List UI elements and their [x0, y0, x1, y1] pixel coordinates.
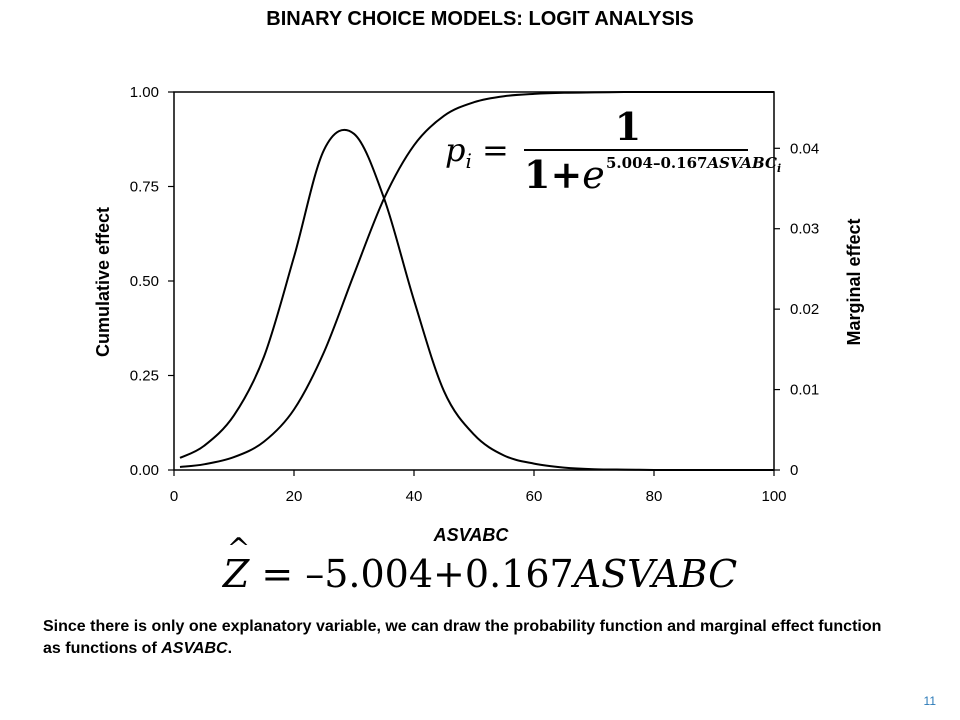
y-right-tick-label: 0	[790, 462, 798, 479]
model-eq-var: ASVABC	[573, 552, 738, 596]
marginal-effect-line	[179, 128, 774, 472]
svg-text:5.004–0.167ASVABCi: 5.004–0.167ASVABCi	[606, 154, 781, 175]
x-tick-label: 100	[761, 488, 786, 505]
eq-equals: =	[482, 131, 509, 169]
eq-numerator: 1	[615, 104, 641, 149]
svg-text:pi: pi	[445, 131, 472, 173]
eq-exponent-sub: i	[777, 162, 781, 175]
eq-den-prefix: 1+	[524, 152, 582, 197]
x-tick-label: 20	[286, 488, 303, 505]
y-right-tick-label: 0.04	[790, 140, 819, 157]
svg-text:1+e: 1+e	[524, 152, 605, 197]
caption-variable: ASVABC	[161, 640, 228, 657]
model-eq-intercept: –5.004	[305, 552, 434, 596]
page-number: 11	[923, 694, 936, 708]
y-left-tick-label: 0.00	[130, 462, 159, 479]
y-right-tick-label: 0.02	[790, 301, 819, 318]
x-tick-label: 0	[170, 488, 178, 505]
model-eq-lhs: Z	[223, 532, 251, 596]
model-eq-coef: 0.167	[464, 552, 574, 596]
y-left-tick-label: 0.50	[130, 273, 159, 290]
model-eq-equals: =	[261, 552, 294, 596]
eq-exponent: 5.004–0.167	[606, 154, 707, 172]
caption: Since there is only one explanatory vari…	[43, 616, 903, 660]
y-right-tick-label: 0.01	[790, 382, 819, 399]
x-axis-label: ASVABC	[433, 525, 510, 545]
cumulative-effect-line	[179, 90, 774, 468]
eq-p: p	[445, 131, 465, 169]
y-right-tick-label: 0.03	[790, 221, 819, 238]
x-tick-label: 60	[526, 488, 543, 505]
plot-area	[173, 91, 775, 471]
model-eq-plus: +	[433, 552, 465, 596]
y-left-tick-label: 1.00	[130, 84, 159, 101]
eq-p-sub: i	[465, 149, 471, 173]
slide-title: BINARY CHOICE MODELS: LOGIT ANALYSIS	[266, 8, 694, 30]
y-axis-left-label: Cumulative effect	[93, 207, 113, 357]
y-left-tick-label: 0.75	[130, 179, 159, 196]
x-tick-label: 80	[646, 488, 663, 505]
caption-text: Since there is only one explanatory vari…	[43, 618, 882, 657]
x-tick-label: 40	[406, 488, 423, 505]
y-axis-right-label: Marginal effect	[844, 218, 864, 345]
eq-exponent-var: ASVABC	[705, 154, 777, 172]
eq-base: e	[582, 153, 605, 197]
caption-end: .	[227, 640, 233, 657]
y-left-tick-label: 0.25	[130, 368, 159, 385]
model-equation: Z = –5.004+0.167ASVABC	[0, 532, 960, 596]
probability-equation: pi = 1 1+e 5.004–0.167ASVABCi	[445, 104, 781, 197]
